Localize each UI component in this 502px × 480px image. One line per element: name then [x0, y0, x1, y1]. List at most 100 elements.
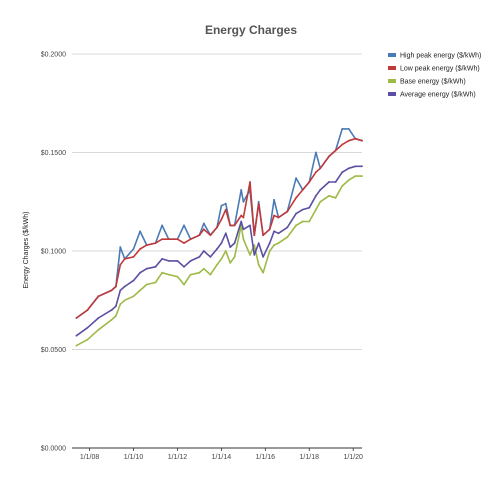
data-point	[229, 246, 232, 249]
data-point	[139, 248, 142, 250]
data-point	[176, 238, 179, 241]
data-point	[220, 218, 223, 221]
data-point	[295, 224, 297, 227]
data-point	[328, 181, 330, 183]
data-point	[273, 214, 275, 217]
data-point	[224, 250, 227, 252]
x-tick-label: 1/1/18	[300, 454, 320, 461]
data-point	[216, 248, 218, 250]
data-point	[315, 194, 317, 197]
data-point	[216, 263, 218, 266]
data-point	[257, 263, 260, 266]
data-point	[240, 189, 243, 191]
data-point	[189, 273, 192, 276]
data-point	[242, 216, 245, 219]
grid-lines	[72, 53, 362, 449]
data-point	[224, 202, 227, 205]
chart-title: Energy Charges	[205, 23, 297, 37]
data-point	[249, 181, 251, 183]
data-point	[315, 208, 317, 211]
data-point	[229, 224, 232, 227]
data-point	[224, 232, 227, 235]
y-tick-label: $0.0500	[41, 347, 66, 354]
y-tick-label: $0.1500	[41, 150, 66, 157]
data-point	[132, 279, 135, 282]
x-tick-label: 1/1/08	[80, 454, 100, 461]
data-point	[123, 285, 126, 288]
data-point	[347, 167, 350, 170]
data-point	[268, 242, 271, 245]
data-point	[242, 238, 245, 241]
data-point	[240, 220, 243, 223]
legend-swatch-2	[388, 79, 396, 83]
data-point	[119, 289, 122, 292]
data-point	[347, 139, 350, 142]
x-tick-label: 1/1/20	[343, 454, 363, 461]
data-point	[295, 196, 297, 199]
data-point	[202, 267, 205, 270]
data-point	[341, 185, 344, 187]
data-point	[119, 263, 122, 266]
data-point	[253, 244, 256, 247]
x-tick-label: 1/1/14	[212, 454, 232, 461]
x-tick-label: 1/1/12	[168, 454, 188, 461]
data-point	[123, 299, 126, 302]
data-point	[202, 250, 205, 252]
data-point	[167, 238, 170, 241]
data-point	[145, 283, 148, 286]
data-point	[233, 224, 236, 227]
series-lines	[75, 127, 363, 347]
legend-label-2: Base energy ($/kWh)	[400, 79, 466, 86]
data-point	[132, 256, 135, 258]
data-point	[273, 244, 275, 247]
legend: High peak energy ($/kWh) Low peak energy …	[388, 53, 481, 99]
data-point	[183, 224, 185, 227]
data-point	[286, 210, 289, 213]
data-point	[119, 246, 122, 249]
legend-label-1: Low peak energy ($/kWh)	[400, 66, 480, 73]
data-point	[315, 171, 317, 174]
data-point	[319, 200, 322, 203]
data-point	[249, 224, 251, 227]
data-point	[198, 234, 201, 237]
data-point	[75, 317, 78, 319]
data-point	[308, 220, 311, 223]
data-point	[301, 220, 304, 223]
y-axis-ticks: $0.0000 $0.0500 $0.1000 $0.1500 $0.2000	[41, 52, 66, 453]
data-point	[341, 127, 344, 130]
data-point	[86, 338, 89, 341]
data-point	[242, 228, 245, 231]
data-point	[183, 283, 185, 286]
data-point	[253, 254, 256, 256]
data-point	[161, 258, 164, 260]
data-point	[198, 256, 201, 258]
x-tick-label: 1/1/16	[256, 454, 276, 461]
data-point	[308, 206, 311, 209]
data-point	[86, 309, 89, 311]
data-point	[176, 275, 179, 278]
data-point	[268, 228, 271, 231]
data-point	[354, 175, 357, 178]
data-point	[97, 295, 100, 298]
data-point	[361, 175, 363, 178]
data-point	[154, 242, 157, 245]
data-point	[202, 228, 205, 231]
y-axis-label: Energy Charges ($/kWh)	[23, 211, 30, 288]
data-point	[286, 226, 289, 229]
data-point	[115, 305, 117, 308]
x-axis-ticks: 1/1/08 1/1/10 1/1/12 1/1/14 1/1/16 1/1/18 1/1/…	[80, 448, 363, 461]
data-point	[341, 171, 344, 174]
data-point	[139, 230, 142, 233]
data-point	[216, 226, 218, 229]
data-point	[115, 315, 117, 317]
data-point	[301, 208, 304, 211]
data-point	[257, 242, 260, 245]
data-point	[257, 202, 260, 205]
data-point	[354, 165, 357, 168]
data-point	[233, 256, 236, 258]
data-point	[354, 137, 357, 140]
data-point	[132, 295, 135, 298]
data-point	[176, 260, 179, 262]
data-point	[361, 139, 363, 142]
data-point	[295, 177, 297, 180]
